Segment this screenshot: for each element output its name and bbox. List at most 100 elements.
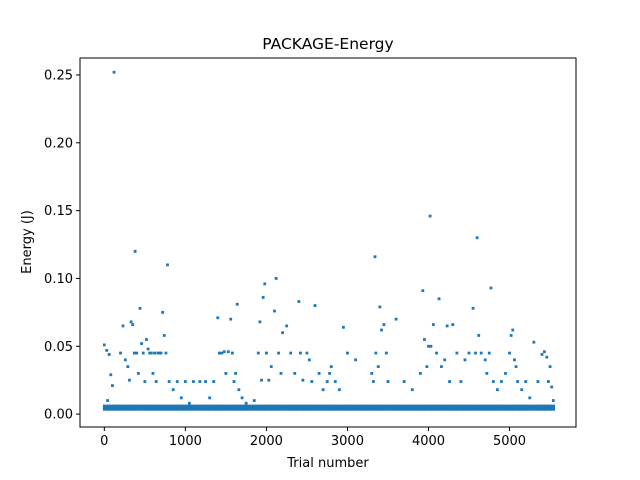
baseline-point <box>505 404 509 408</box>
data-point <box>265 351 268 355</box>
baseline-point <box>184 406 188 409</box>
baseline-point <box>441 404 445 408</box>
baseline-point <box>355 407 359 410</box>
data-point <box>258 320 262 324</box>
baseline-point <box>175 404 179 408</box>
baseline-point <box>283 406 287 409</box>
data-point <box>123 358 127 362</box>
baseline-point <box>445 405 449 409</box>
baseline-point <box>476 407 480 411</box>
baseline-point <box>435 407 439 411</box>
baseline-point <box>240 404 243 408</box>
baseline-point <box>420 404 424 408</box>
baseline-point <box>121 405 125 409</box>
baseline-point <box>197 405 201 409</box>
baseline-point <box>499 406 503 409</box>
baseline-point <box>264 407 268 410</box>
baseline-point <box>450 407 453 411</box>
baseline-point <box>114 407 118 411</box>
baseline-point <box>404 407 408 410</box>
data-point <box>509 334 513 337</box>
baseline-point <box>232 407 236 410</box>
data-point <box>371 380 375 383</box>
baseline-point <box>209 405 213 409</box>
baseline-point <box>104 407 108 410</box>
baseline-point <box>132 407 135 411</box>
baseline-point <box>151 405 154 409</box>
data-point <box>489 286 493 290</box>
baseline-point <box>323 407 326 410</box>
baseline-point <box>399 405 402 409</box>
baseline-point <box>199 404 202 408</box>
baseline-point <box>153 407 157 410</box>
data-point <box>376 365 380 369</box>
baseline-point <box>472 405 475 409</box>
baseline-point <box>148 407 151 410</box>
baseline-point <box>159 407 163 410</box>
data-point <box>216 316 220 320</box>
baseline-point <box>472 407 475 410</box>
baseline-point <box>359 407 363 411</box>
plot-area-frame <box>79 57 577 428</box>
baseline-point <box>143 404 147 408</box>
baseline-point <box>120 407 124 411</box>
baseline-point <box>377 404 380 408</box>
baseline-point <box>455 407 459 411</box>
baseline-point <box>264 405 268 409</box>
baseline-point <box>120 404 124 408</box>
baseline-point <box>525 404 529 408</box>
data-point <box>337 388 341 392</box>
baseline-point <box>343 407 347 410</box>
baseline-point <box>194 405 198 409</box>
baseline-point <box>470 407 474 411</box>
baseline-point <box>205 404 208 408</box>
baseline-point <box>359 406 363 409</box>
data-point <box>317 372 321 375</box>
baseline-point <box>294 405 297 409</box>
baseline-point <box>423 407 427 411</box>
baseline-point <box>295 407 299 411</box>
data-point <box>105 348 109 352</box>
data-point <box>131 323 135 326</box>
baseline-point <box>505 406 509 409</box>
baseline-point <box>334 405 338 409</box>
baseline-point <box>140 404 144 408</box>
baseline-point <box>213 406 217 409</box>
baseline-point <box>172 406 176 409</box>
baseline-point <box>123 407 127 411</box>
baseline-point <box>330 404 334 408</box>
baseline-point <box>453 406 456 409</box>
baseline-point <box>524 405 528 409</box>
baseline-point <box>188 407 192 410</box>
data-point <box>149 351 153 355</box>
baseline-point <box>235 407 239 410</box>
baseline-point <box>136 405 140 409</box>
data-point <box>161 310 165 314</box>
baseline-point <box>118 407 122 410</box>
baseline-point <box>336 407 340 411</box>
baseline-point <box>428 407 432 410</box>
data-point <box>511 328 515 332</box>
baseline-point <box>164 404 167 408</box>
baseline-point <box>537 406 541 409</box>
baseline-point <box>416 407 420 410</box>
baseline-point <box>318 407 322 411</box>
baseline-point <box>171 407 175 410</box>
baseline-point <box>534 404 538 408</box>
baseline-point <box>350 406 354 409</box>
x-axis-label: Trial number <box>286 456 369 471</box>
baseline-point <box>248 404 252 408</box>
baseline-point <box>380 404 383 408</box>
baseline-point <box>356 407 360 411</box>
baseline-point <box>111 406 115 409</box>
data-point <box>164 351 168 355</box>
baseline-point <box>193 406 197 409</box>
baseline-point <box>432 406 436 409</box>
baseline-point <box>267 407 271 410</box>
baseline-point <box>215 407 219 410</box>
baseline-point <box>207 404 211 408</box>
baseline-point <box>436 405 440 409</box>
baseline-point <box>232 405 236 409</box>
baseline-point <box>241 407 245 410</box>
